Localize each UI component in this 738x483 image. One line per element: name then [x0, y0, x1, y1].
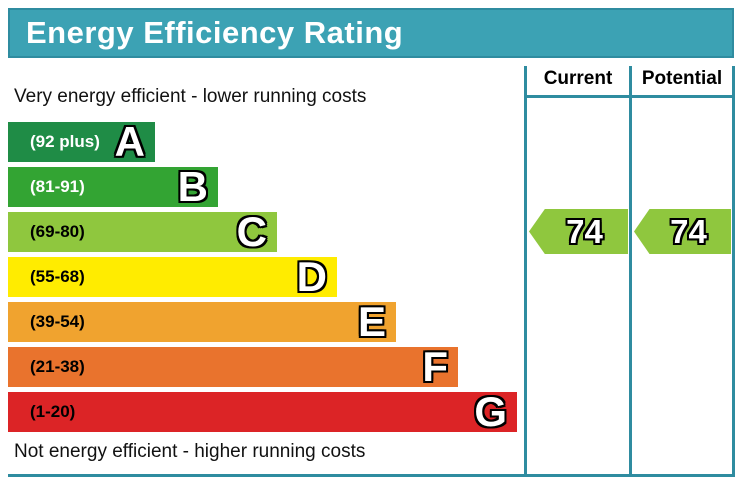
band-row-d: (55-68) D	[8, 253, 337, 300]
band-letter: F	[422, 343, 448, 390]
band-letter: A	[114, 118, 145, 165]
band-row-c: (69-80) C	[8, 208, 277, 255]
chart-title: Energy Efficiency Rating	[26, 15, 404, 50]
band-row-f: (21-38) F	[8, 343, 458, 390]
band-range-label: (92 plus)	[30, 132, 100, 151]
current-rating-arrow: 74	[529, 209, 628, 254]
header-underline	[524, 95, 735, 98]
band-letter: B	[177, 163, 208, 210]
band-row-b: (81-91) B	[8, 163, 218, 210]
top-caption: Very energy efficient - lower running co…	[14, 86, 367, 107]
current-column-header: Current	[543, 68, 613, 89]
band-range-label: (55-68)	[30, 267, 85, 286]
bottom-caption: Not energy efficient - higher running co…	[14, 441, 366, 462]
band-row-g: (1-20) G	[8, 388, 517, 435]
band-row-e: (39-54) E	[8, 298, 396, 345]
column-divider-middle	[629, 66, 632, 474]
band-row-a: (92 plus) A	[8, 118, 155, 165]
potential-column-header: Potential	[641, 68, 723, 89]
potential-rating-arrow: 74	[634, 209, 731, 254]
band-letter: C	[236, 208, 267, 255]
band-letter: D	[296, 253, 327, 300]
band-range-label: (39-54)	[30, 312, 85, 331]
band-range-label: (1-20)	[30, 402, 76, 421]
band-range-label: (21-38)	[30, 357, 85, 376]
title-banner: Energy Efficiency Rating	[8, 8, 734, 58]
current-rating-value: 74	[566, 212, 603, 250]
column-divider-right	[732, 66, 735, 474]
potential-rating-value: 74	[670, 212, 707, 250]
column-divider-left	[524, 66, 527, 474]
chart-bottom-border	[8, 474, 735, 477]
band-range-label: (81-91)	[30, 177, 85, 196]
band-range-label: (69-80)	[30, 222, 85, 241]
band-letter: E	[357, 298, 386, 345]
band-letter: G	[474, 388, 507, 435]
